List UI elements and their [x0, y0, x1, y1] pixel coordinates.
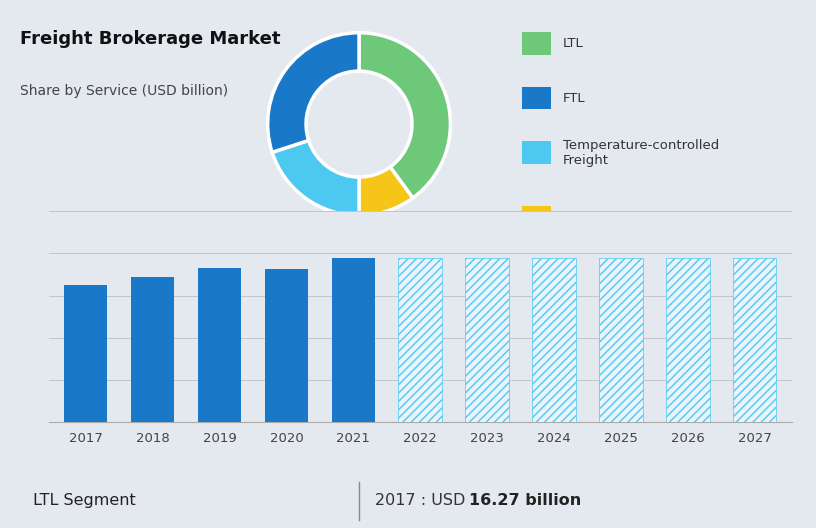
Text: LTL: LTL: [563, 37, 583, 50]
Bar: [733, 258, 777, 422]
Text: Share by Service (USD billion): Share by Service (USD billion): [20, 84, 228, 98]
Wedge shape: [359, 33, 450, 198]
Bar: [522, 142, 551, 164]
Bar: [522, 32, 551, 54]
Text: Temperature-controlled
Freight: Temperature-controlled Freight: [563, 139, 719, 167]
Bar: [331, 258, 375, 422]
Bar: [522, 87, 551, 109]
Bar: [465, 258, 509, 422]
Wedge shape: [359, 167, 413, 215]
Text: Others: Others: [563, 211, 608, 224]
Text: LTL Segment: LTL Segment: [33, 493, 135, 508]
Bar: [398, 258, 442, 422]
Bar: [599, 258, 643, 422]
Text: Freight Brokerage Market: Freight Brokerage Market: [20, 30, 281, 48]
Bar: [522, 206, 551, 228]
Bar: [666, 258, 710, 422]
Wedge shape: [268, 33, 359, 152]
Text: 16.27 billion: 16.27 billion: [469, 493, 582, 508]
Text: FTL: FTL: [563, 91, 586, 105]
Bar: [197, 268, 242, 422]
Wedge shape: [272, 140, 359, 215]
Bar: [131, 277, 175, 422]
Text: 2017 : USD: 2017 : USD: [375, 493, 471, 508]
Bar: [64, 285, 108, 422]
Bar: [532, 258, 576, 422]
Bar: [264, 269, 308, 422]
